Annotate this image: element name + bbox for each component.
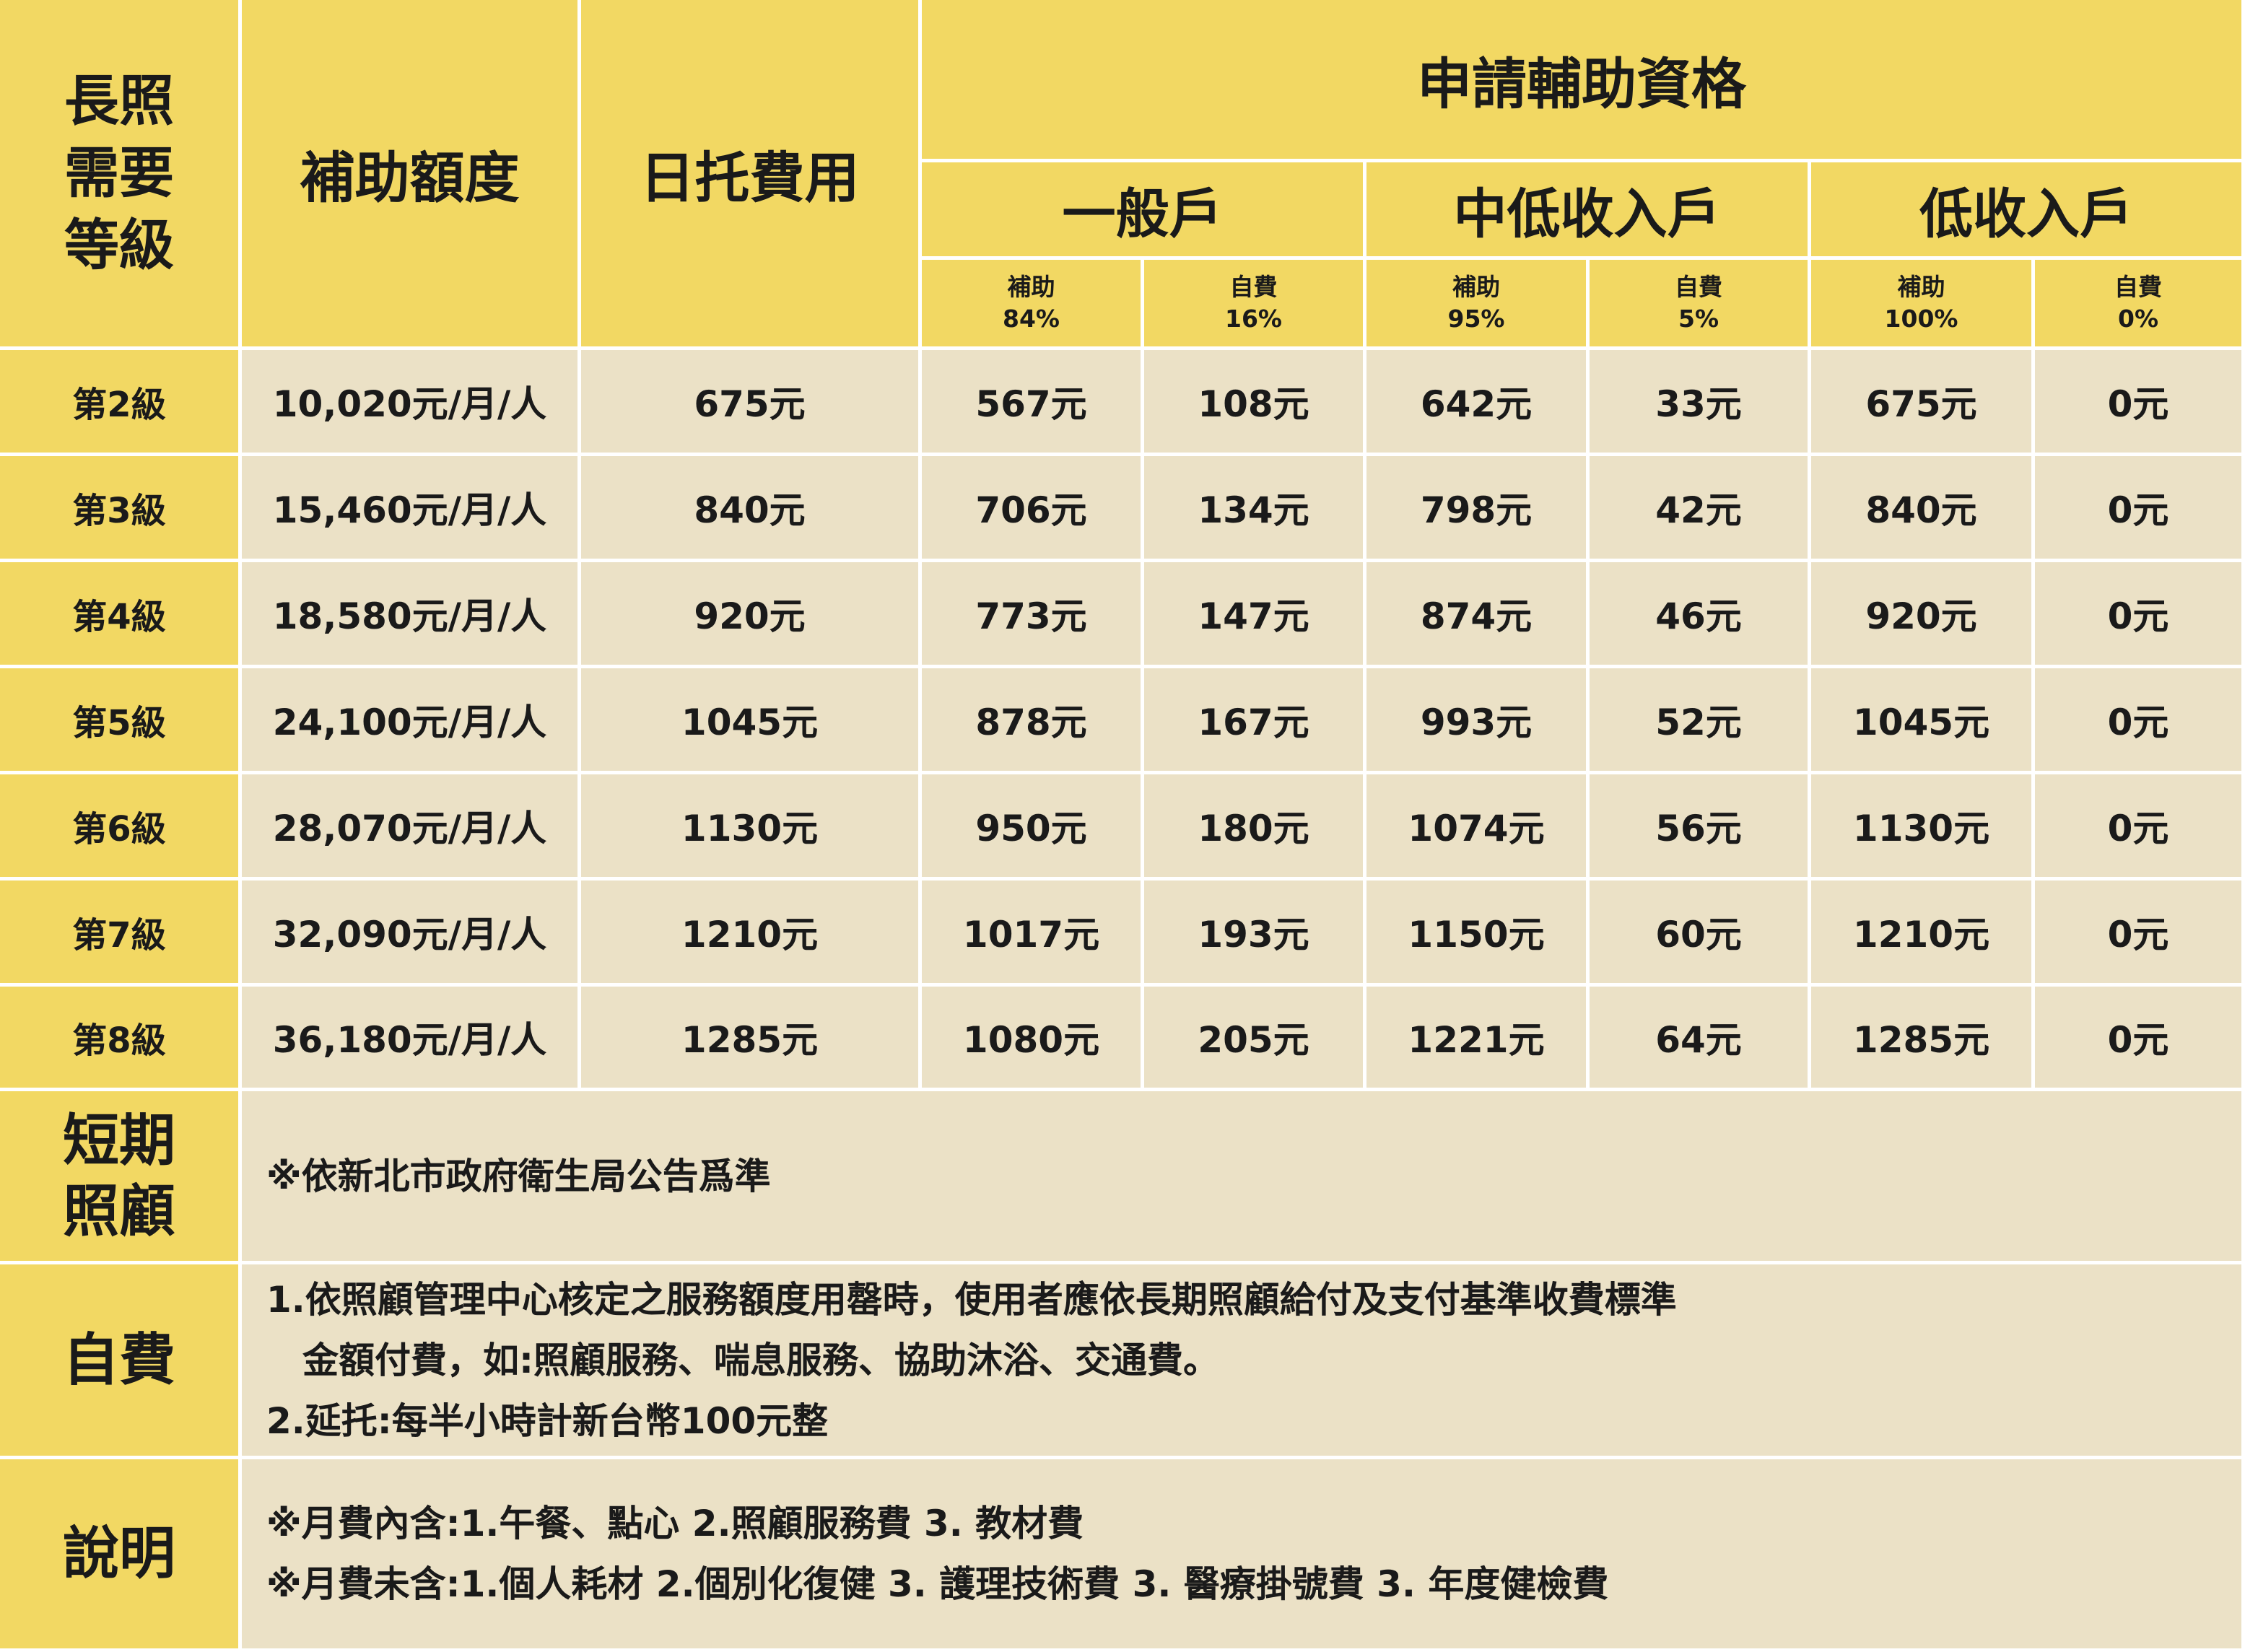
fee-cell: 1285元: [581, 987, 922, 1091]
self-pay-text: 1.依照顧管理中心核定之服務額度用罄時，使用者應依長期照顧給付及支付基準收費標準…: [242, 1264, 2245, 1459]
notes-row: 說明 ※月費內含:1.午餐、點心 2.照顧服務費 3. 教材費 ※月費未含:1.…: [0, 1459, 2245, 1652]
value-cell: 1285元: [1811, 987, 2035, 1091]
notes-label: 說明: [0, 1459, 242, 1652]
value-cell: 1017元: [922, 880, 1144, 987]
table-row: 第4級 18,580元/月/人 920元 773元 147元 874元 46元 …: [0, 562, 2245, 668]
sub-header: 自費 0%: [2035, 260, 2245, 350]
value-cell: 0元: [2035, 774, 2245, 880]
amount-cell: 10,020元/月/人: [242, 350, 581, 456]
value-cell: 0元: [2035, 987, 2245, 1091]
notes-line: ※月費未含:1.個人耗材 2.個別化復健 3. 護理技術費 3. 醫療掛號費 3…: [266, 1563, 1609, 1605]
level-cell: 第8級: [0, 987, 242, 1091]
value-cell: 134元: [1144, 456, 1366, 562]
value-cell: 1074元: [1366, 774, 1590, 880]
header-level: 長照 需要 等級: [0, 0, 242, 350]
value-cell: 56元: [1590, 774, 1811, 880]
amount-cell: 15,460元/月/人: [242, 456, 581, 562]
amount-cell: 24,100元/月/人: [242, 668, 581, 774]
value-cell: 0元: [2035, 668, 2245, 774]
value-cell: 60元: [1590, 880, 1811, 987]
notes-line: ※月費內含:1.午餐、點心 2.照顧服務費 3. 教材費: [266, 1503, 1084, 1544]
short-term-label: 短期 照顧: [0, 1091, 242, 1264]
fee-cell: 1045元: [581, 668, 922, 774]
value-cell: 33元: [1590, 350, 1811, 456]
self-pay-label: 自費: [0, 1264, 242, 1459]
amount-cell: 28,070元/月/人: [242, 774, 581, 880]
notes-text: ※月費內含:1.午餐、點心 2.照顧服務費 3. 教材費 ※月費未含:1.個人耗…: [242, 1459, 2245, 1652]
value-cell: 840元: [1811, 456, 2035, 562]
table-row: 第7級 32,090元/月/人 1210元 1017元 193元 1150元 6…: [0, 880, 2245, 987]
header-group-general: 一般戶: [922, 162, 1366, 260]
value-cell: 167元: [1144, 668, 1366, 774]
value-cell: 798元: [1366, 456, 1590, 562]
level-cell: 第5級: [0, 668, 242, 774]
level-cell: 第7級: [0, 880, 242, 987]
amount-cell: 32,090元/月/人: [242, 880, 581, 987]
table-row: 第6級 28,070元/月/人 1130元 950元 180元 1074元 56…: [0, 774, 2245, 880]
value-cell: 1080元: [922, 987, 1144, 1091]
short-term-row: 短期 照顧 ※依新北市政府衛生局公告爲準: [0, 1091, 2245, 1264]
sub-header: 自費 16%: [1144, 260, 1366, 350]
sub-header: 補助 100%: [1811, 260, 2035, 350]
self-pay-row: 自費 1.依照顧管理中心核定之服務額度用罄時，使用者應依長期照顧給付及支付基準收…: [0, 1264, 2245, 1459]
value-cell: 874元: [1366, 562, 1590, 668]
value-cell: 675元: [1811, 350, 2035, 456]
value-cell: 773元: [922, 562, 1144, 668]
header-subsidy-amount: 補助額度: [242, 0, 581, 350]
table-row: 第8級 36,180元/月/人 1285元 1080元 205元 1221元 6…: [0, 987, 2245, 1091]
value-cell: 0元: [2035, 456, 2245, 562]
value-cell: 1150元: [1366, 880, 1590, 987]
value-cell: 205元: [1144, 987, 1366, 1091]
value-cell: 0元: [2035, 880, 2245, 987]
header-group-mid-low: 中低收入戶: [1366, 162, 1811, 260]
fee-cell: 675元: [581, 350, 922, 456]
level-cell: 第3級: [0, 456, 242, 562]
value-cell: 1130元: [1811, 774, 2035, 880]
level-cell: 第2級: [0, 350, 242, 456]
value-cell: 180元: [1144, 774, 1366, 880]
fee-cell: 920元: [581, 562, 922, 668]
level-cell: 第6級: [0, 774, 242, 880]
value-cell: 108元: [1144, 350, 1366, 456]
value-cell: 1045元: [1811, 668, 2035, 774]
value-cell: 42元: [1590, 456, 1811, 562]
amount-cell: 18,580元/月/人: [242, 562, 581, 668]
value-cell: 1221元: [1366, 987, 1590, 1091]
value-cell: 642元: [1366, 350, 1590, 456]
short-term-text: ※依新北市政府衛生局公告爲準: [242, 1091, 2245, 1264]
self-pay-line: 金額付費，如:照顧服務、喘息服務、協助沐浴、交通費。: [302, 1339, 1219, 1381]
value-cell: 0元: [2035, 562, 2245, 668]
value-cell: 706元: [922, 456, 1144, 562]
value-cell: 46元: [1590, 562, 1811, 668]
sub-header: 補助 84%: [922, 260, 1144, 350]
self-pay-line: 2.延托:每半小時計新台幣100元整: [266, 1399, 829, 1442]
fee-cell: 1130元: [581, 774, 922, 880]
value-cell: 950元: [922, 774, 1144, 880]
level-cell: 第4級: [0, 562, 242, 668]
value-cell: 193元: [1144, 880, 1366, 987]
self-pay-line: 1.依照顧管理中心核定之服務額度用罄時，使用者應依長期照顧給付及支付基準收費標準: [266, 1278, 1677, 1321]
amount-cell: 36,180元/月/人: [242, 987, 581, 1091]
sub-header: 自費 5%: [1590, 260, 1811, 350]
value-cell: 52元: [1590, 668, 1811, 774]
header-eligibility: 申請輔助資格: [922, 0, 2245, 162]
value-cell: 1210元: [1811, 880, 2035, 987]
table-row: 第3級 15,460元/月/人 840元 706元 134元 798元 42元 …: [0, 456, 2245, 562]
table-row: 第2級 10,020元/月/人 675元 567元 108元 642元 33元 …: [0, 350, 2245, 456]
header-daycare-fee: 日托費用: [581, 0, 922, 350]
table-row: 第5級 24,100元/月/人 1045元 878元 167元 993元 52元…: [0, 668, 2245, 774]
value-cell: 878元: [922, 668, 1144, 774]
sub-header: 補助 95%: [1366, 260, 1590, 350]
value-cell: 147元: [1144, 562, 1366, 668]
fee-cell: 1210元: [581, 880, 922, 987]
fee-cell: 840元: [581, 456, 922, 562]
value-cell: 567元: [922, 350, 1144, 456]
value-cell: 0元: [2035, 350, 2245, 456]
value-cell: 993元: [1366, 668, 1590, 774]
value-cell: 920元: [1811, 562, 2035, 668]
header-group-low: 低收入戶: [1811, 162, 2245, 260]
value-cell: 64元: [1590, 987, 1811, 1091]
